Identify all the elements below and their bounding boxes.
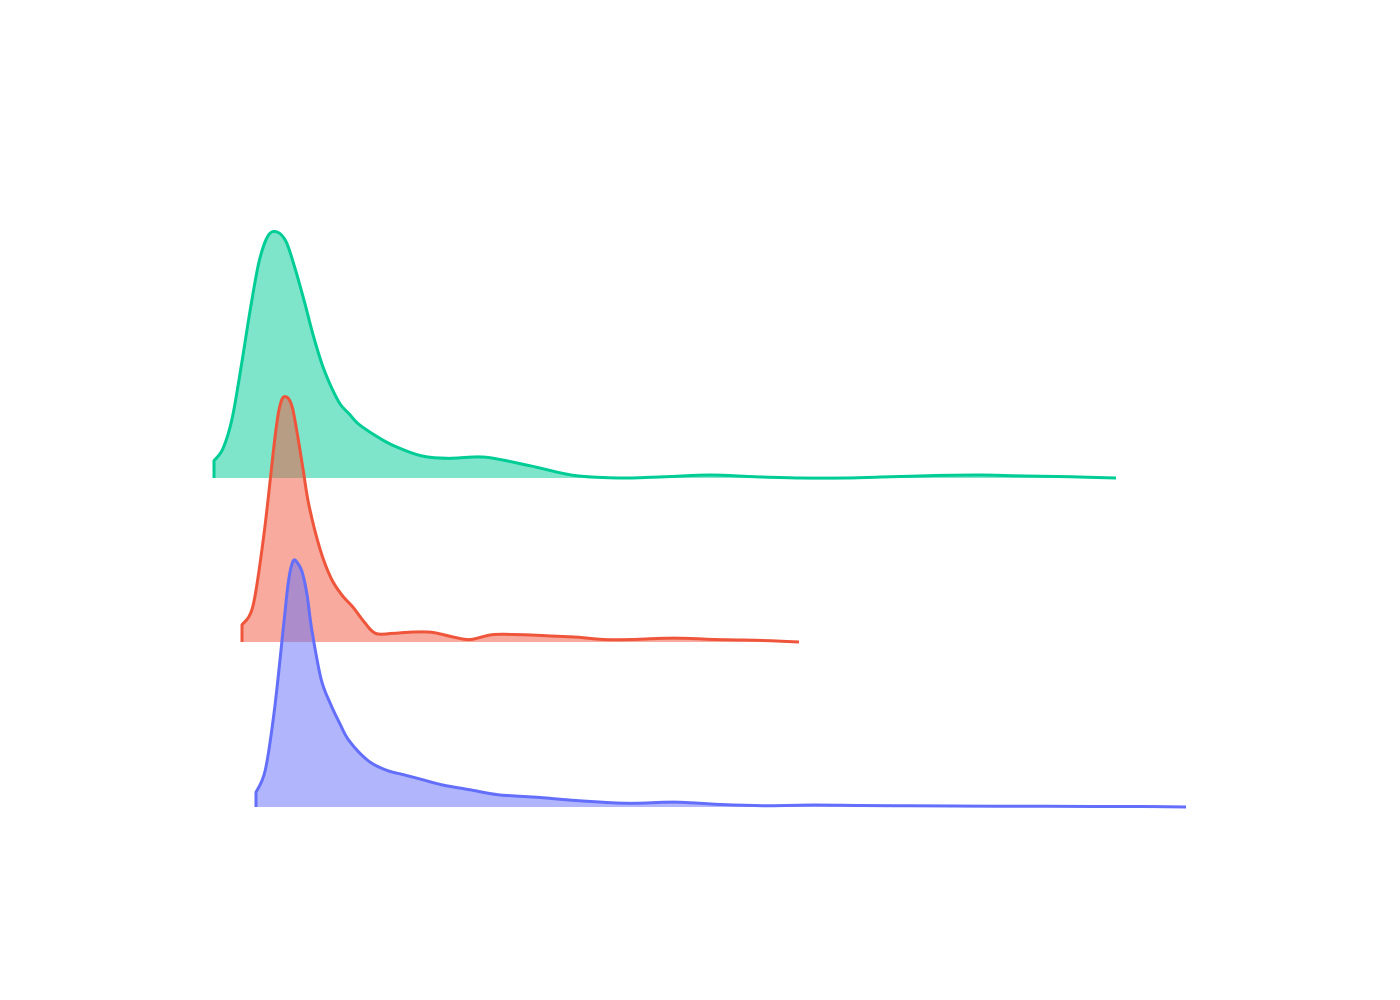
ridge-middle-line <box>240 395 800 644</box>
ridge-bottom-area <box>256 559 1186 807</box>
ridge-bottom-line <box>254 558 1187 809</box>
ridge-top-line <box>212 229 1117 480</box>
ridge-top-area <box>214 231 1116 479</box>
ridges-group <box>212 229 1187 809</box>
